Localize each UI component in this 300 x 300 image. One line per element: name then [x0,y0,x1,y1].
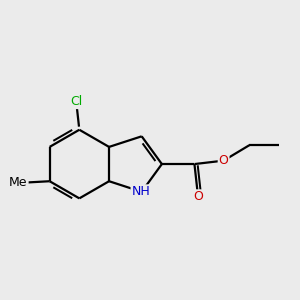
Text: Cl: Cl [70,95,82,108]
Text: NH: NH [131,185,150,198]
Text: Me: Me [9,176,28,189]
Text: O: O [193,190,203,203]
Text: O: O [219,154,229,167]
